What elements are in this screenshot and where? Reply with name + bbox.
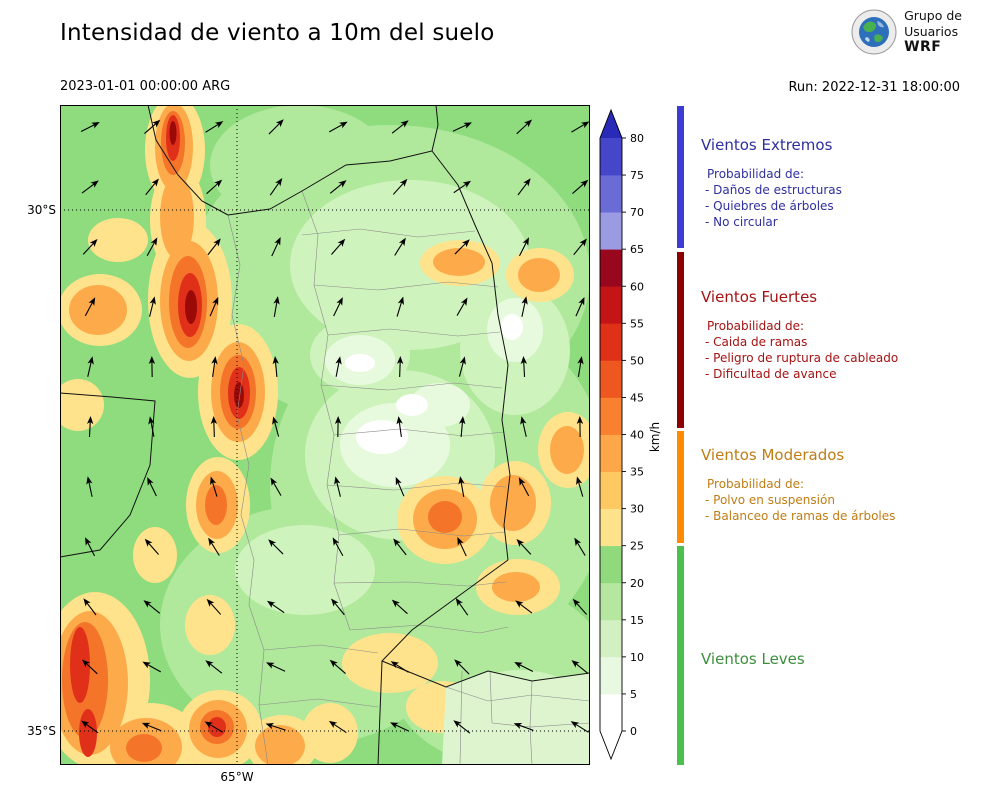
legend-bar-leves	[677, 546, 684, 765]
run-datetime-label: Run: 2022-12-31 18:00:00	[788, 80, 960, 95]
legend-intro: Probabilidad de:	[707, 167, 805, 181]
lat-label-35s: 35°S	[27, 724, 56, 738]
logo-text-wrf: WRF	[904, 39, 942, 56]
colorbar: 0 5 10 15 20 25 30 35 40 45 50 55 60 65 70 75 80	[599, 108, 644, 761]
legend-section-moderados: Vientos Moderados Probabilidad de: - Pol…	[701, 446, 996, 523]
svg-text:70: 70	[630, 206, 644, 219]
legend-bar-moderados	[677, 431, 684, 543]
logo-text-line2: Usuarios	[904, 23, 959, 39]
lat-label-30s: 30°S	[27, 203, 56, 217]
legend-title-fuertes: Vientos Fuertes	[701, 288, 818, 306]
legend-item: - Polvo en suspensión	[705, 493, 835, 507]
wind-map	[60, 105, 590, 765]
svg-text:15: 15	[630, 614, 644, 627]
svg-text:40: 40	[630, 429, 644, 442]
wrf-logo-text: Grupo de Usuarios WRF	[904, 8, 962, 57]
legend-item: - Caida de ramas	[705, 335, 808, 349]
page-title: Intensidad de viento a 10m del suelo	[60, 20, 495, 46]
svg-text:30: 30	[630, 503, 644, 516]
legend-item: - Daños de estructuras	[705, 183, 842, 197]
svg-text:65: 65	[630, 243, 644, 256]
svg-text:0: 0	[630, 725, 637, 738]
legend-title-extremos: Vientos Extremos	[701, 136, 833, 154]
wrf-globe-icon	[851, 9, 897, 55]
svg-text:25: 25	[630, 540, 644, 553]
legend-section-extremos: Vientos Extremos Probabilidad de: - Daño…	[701, 136, 996, 229]
legend-intro: Probabilidad de:	[707, 319, 805, 333]
svg-text:20: 20	[630, 577, 644, 590]
svg-text:45: 45	[630, 391, 644, 404]
legend-item: - Balanceo de ramas de árboles	[705, 509, 896, 523]
svg-text:10: 10	[630, 651, 644, 664]
legend-title-leves: Vientos Leves	[701, 650, 805, 668]
legend-title-moderados: Vientos Moderados	[701, 446, 845, 464]
colorbar-unit-label: km/h	[648, 421, 662, 453]
svg-text:50: 50	[630, 354, 644, 367]
legend-bar-fuertes	[677, 252, 684, 428]
svg-text:5: 5	[630, 688, 637, 701]
legend-item: - No circular	[705, 215, 778, 229]
lon-label-65w: 65°W	[220, 770, 254, 784]
legend-section-leves: Vientos Leves	[701, 650, 996, 668]
legend-bar-extremos	[677, 106, 684, 248]
legend-item: - Peligro de ruptura de cableado	[705, 351, 899, 365]
svg-text:60: 60	[630, 280, 644, 293]
svg-text:35: 35	[630, 466, 644, 479]
svg-text:80: 80	[630, 132, 644, 145]
legend-item: - Quiebres de árboles	[705, 199, 834, 213]
wrf-logo: Grupo de Usuarios WRF	[851, 8, 962, 57]
legend-item: - Dificultad de avance	[705, 367, 837, 381]
valid-datetime-label: 2023-01-01 00:00:00 ARG	[60, 79, 231, 94]
legend-section-fuertes: Vientos Fuertes Probabilidad de: - Caida…	[701, 288, 996, 381]
legend-intro: Probabilidad de:	[707, 477, 805, 491]
logo-text-line1: Grupo de	[904, 8, 962, 23]
svg-text:55: 55	[630, 317, 644, 330]
svg-text:75: 75	[630, 169, 644, 182]
